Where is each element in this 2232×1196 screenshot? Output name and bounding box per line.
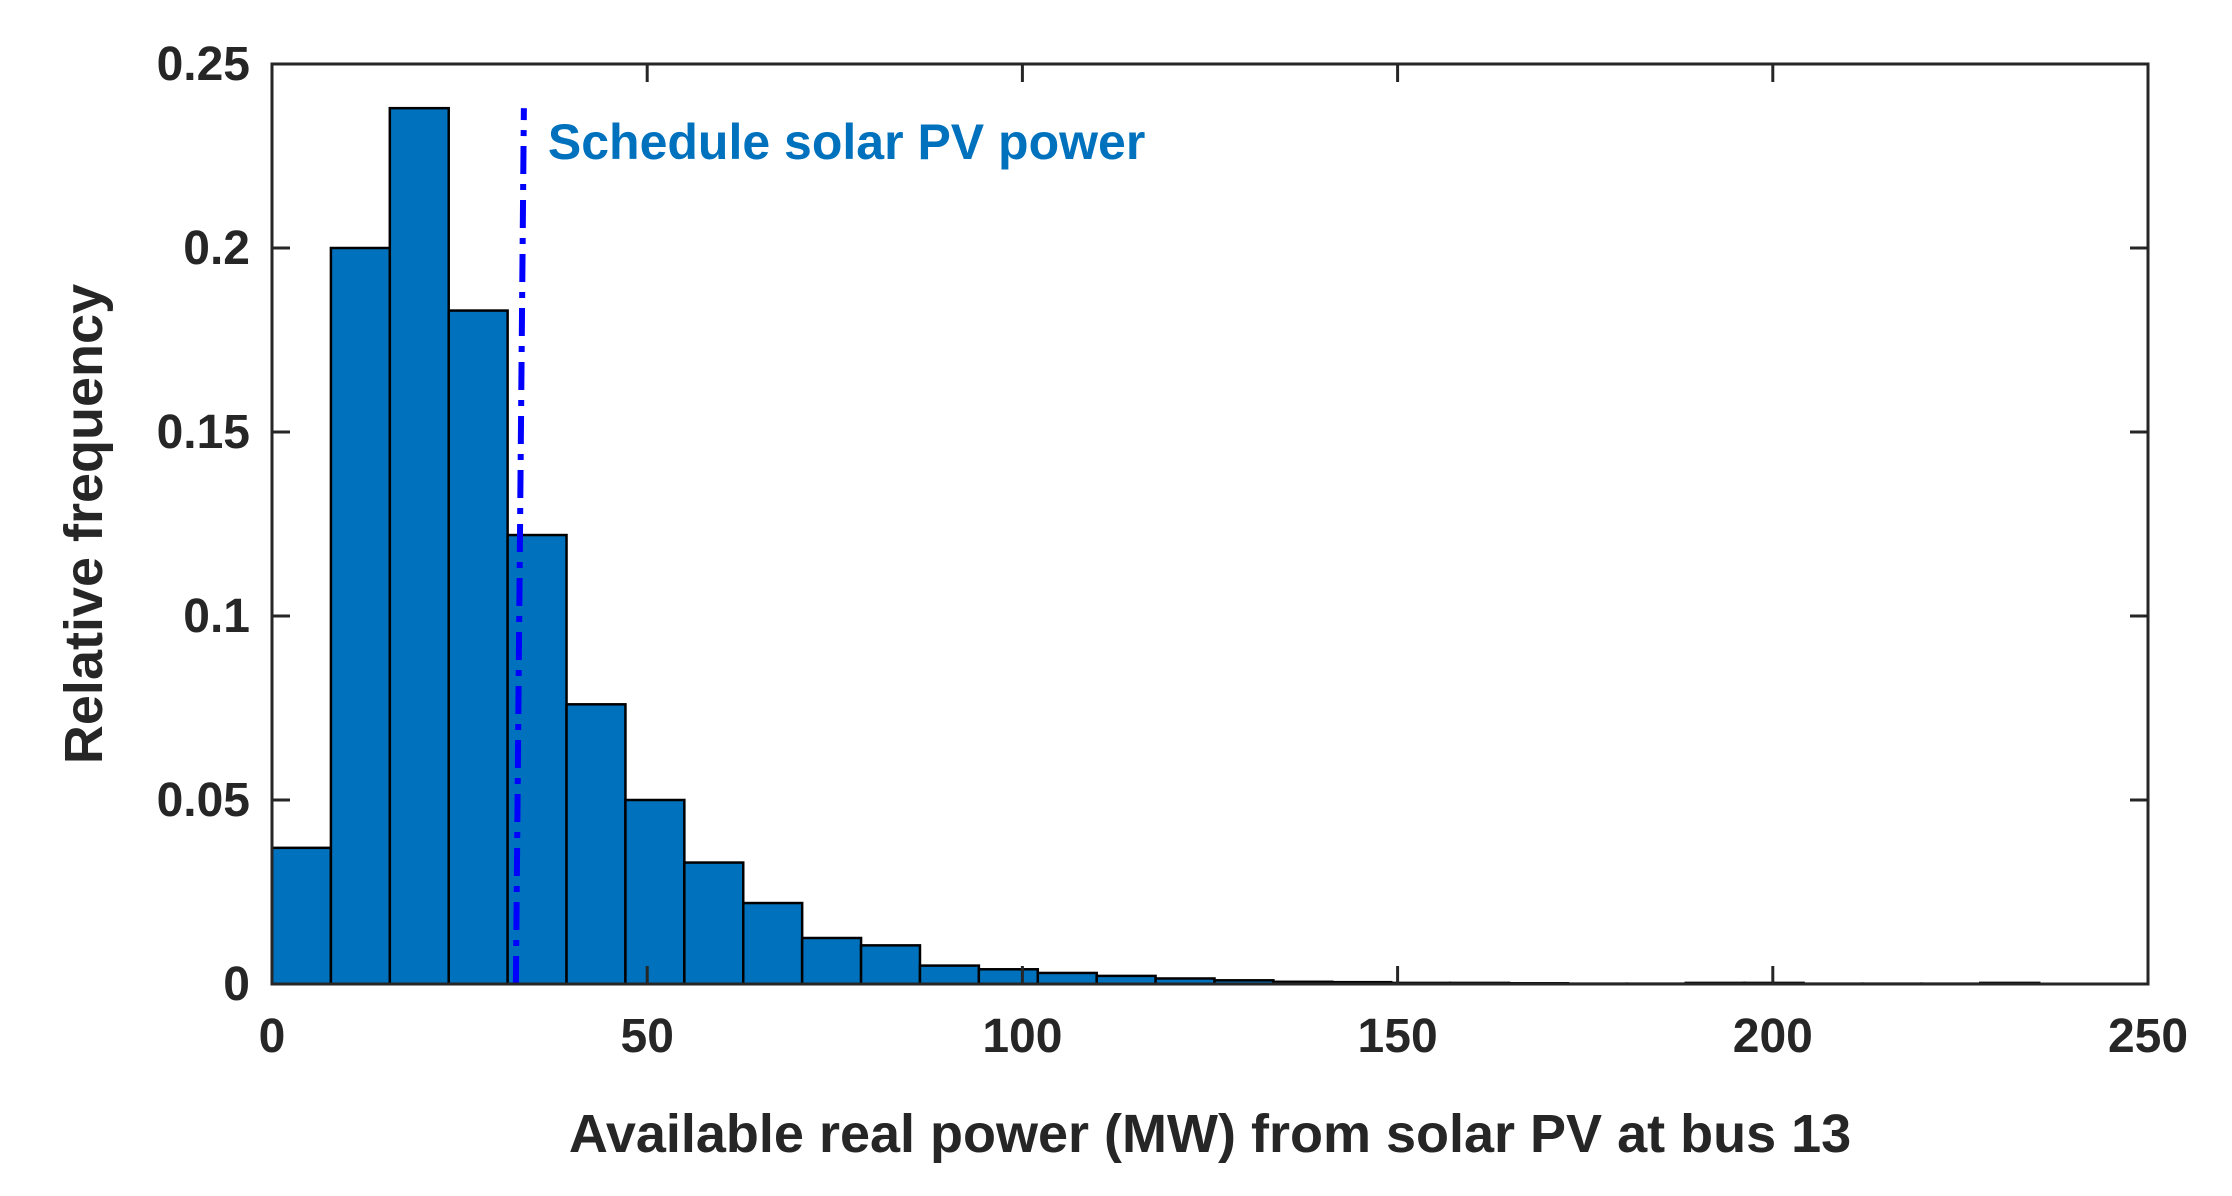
x-tick-label: 0	[259, 1010, 286, 1063]
y-tick-label: 0.25	[157, 38, 250, 91]
histogram-bar-4	[449, 311, 508, 984]
x-tick-label: 50	[621, 1010, 674, 1063]
histogram-bar-2	[331, 248, 390, 984]
histogram-bar-8	[684, 863, 743, 984]
bars-layer	[272, 108, 2039, 984]
y-tick-label: 0.2	[183, 222, 250, 275]
reference-line-label: Schedule solar PV power	[548, 114, 1145, 170]
x-tick-label: 150	[1358, 1010, 1438, 1063]
x-axis-label: Available real power (MW) from solar PV …	[569, 1104, 1851, 1164]
histogram-bar-3	[390, 108, 449, 984]
histogram-bar-13	[979, 969, 1038, 984]
x-tick-label: 200	[1733, 1010, 1813, 1063]
x-tick-label: 100	[982, 1010, 1062, 1063]
histogram-bar-10	[802, 938, 861, 984]
y-tick-label: 0	[223, 958, 250, 1011]
y-tick-label: 0.15	[157, 406, 250, 459]
histogram-bar-14	[1038, 973, 1097, 984]
histogram-bar-7	[625, 800, 684, 984]
y-axis-label: Relative frequency	[54, 284, 114, 764]
histogram-bar-12	[920, 966, 979, 984]
histogram-bar-11	[861, 945, 920, 984]
histogram-bar-6	[567, 704, 626, 984]
y-tick-label: 0.05	[157, 774, 250, 827]
histogram-bar-9	[743, 903, 802, 984]
histogram-bar-1	[272, 848, 331, 984]
y-tick-label: 0.1	[183, 590, 250, 643]
x-tick-label: 250	[2108, 1010, 2188, 1063]
